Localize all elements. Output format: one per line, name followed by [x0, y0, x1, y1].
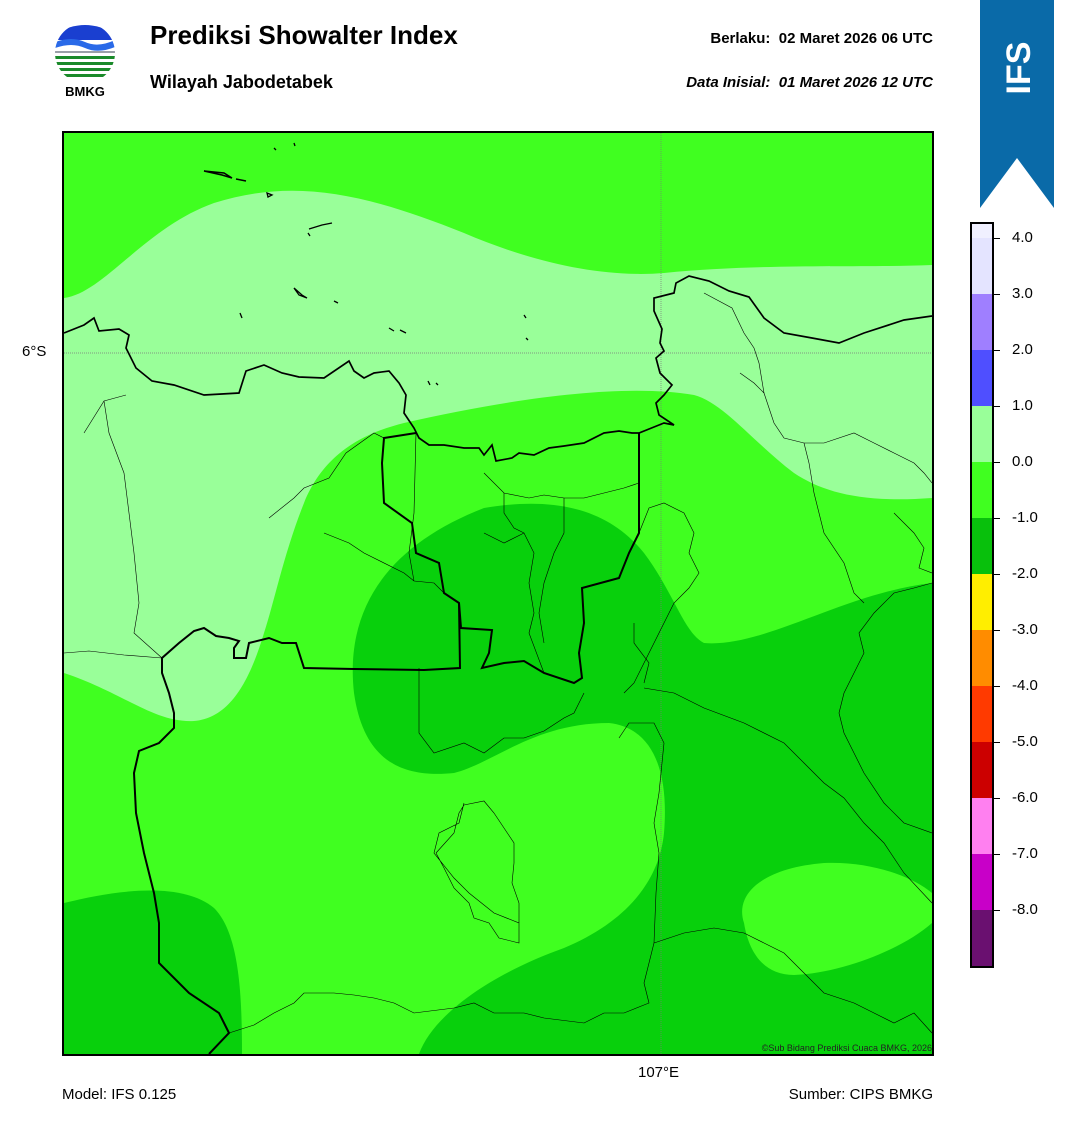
island [203, 170, 247, 182]
region-green-southeast [742, 862, 932, 975]
logo-text: BMKG [65, 84, 105, 99]
colorbar-segment [972, 462, 992, 518]
colorbar-tick [994, 294, 1000, 295]
colorbar-segment [972, 224, 992, 238]
colorbar-label: -2.0 [1012, 565, 1038, 582]
colorbar-tick [994, 518, 1000, 519]
island [239, 312, 527, 334]
colorbar-segment [972, 798, 992, 854]
colorbar-segment [972, 854, 992, 910]
district-border [64, 292, 932, 1034]
colorbar-label: 0.0 [1012, 453, 1033, 470]
colorbar-tick [994, 238, 1000, 239]
colorbar-label: -4.0 [1012, 677, 1038, 694]
lat-tick-label: 6°S [22, 343, 47, 360]
colorbar-segment [972, 686, 992, 742]
map-credit: ©Sub Bidang Prediksi Cuaca BMKG, 2026 [761, 1043, 932, 1053]
colorbar-tick [994, 742, 1000, 743]
region-subtitle: Wilayah Jabodetabek [150, 72, 333, 92]
coastline [64, 275, 932, 462]
init-label: Data Inisial: [686, 74, 771, 91]
page-title: Prediksi Showalter Index [150, 20, 458, 50]
island [307, 222, 333, 237]
colorbar-segment [972, 518, 992, 574]
colorbar-segment [972, 406, 992, 462]
colorbar-segment [972, 350, 992, 406]
colorbar-tick [994, 686, 1000, 687]
island [266, 191, 274, 198]
province-border [132, 602, 462, 1054]
ifs-badge: IFS [980, 0, 1054, 208]
colorbar-tick [994, 574, 1000, 575]
valid-value: 02 Maret 2026 06 UTC [778, 30, 933, 47]
island [427, 337, 529, 386]
forecast-map [62, 131, 934, 1056]
colorbar-label: -3.0 [1012, 621, 1038, 638]
ifs-badge-text: IFS [1000, 42, 1038, 95]
colorbar-segment [972, 238, 992, 294]
colorbar-tick [994, 854, 1000, 855]
init-time: Data Inisial: 01 Maret 2026 12 UTC [686, 74, 933, 91]
colorbar-tick [994, 798, 1000, 799]
colorbar-label: 3.0 [1012, 285, 1033, 302]
colorbar-label: 2.0 [1012, 341, 1033, 358]
colorbar-tick [994, 630, 1000, 631]
region-light-green-north [64, 190, 932, 722]
province-border [380, 432, 640, 685]
colorbar-label: 1.0 [1012, 397, 1033, 414]
colorbar-label: -7.0 [1012, 845, 1038, 862]
colorbar-label: -5.0 [1012, 733, 1038, 750]
colorbar-segment [972, 630, 992, 686]
colorbar-segment [972, 574, 992, 630]
model-label: Model: IFS 0.125 [62, 1086, 177, 1103]
valid-time: Berlaku: 02 Maret 2026 06 UTC [710, 30, 933, 47]
colorbar [970, 222, 1000, 968]
valid-label: Berlaku: [710, 30, 771, 47]
colorbar-tick [994, 910, 1000, 911]
colorbar-tick [994, 406, 1000, 407]
colorbar-segment [972, 910, 992, 966]
bmkg-logo [55, 23, 115, 83]
colorbar-label: -6.0 [1012, 789, 1038, 806]
colorbar-label: -1.0 [1012, 509, 1038, 526]
region-dark-green-southwest [64, 890, 242, 1054]
colorbar-label: -8.0 [1012, 901, 1038, 918]
island [293, 287, 339, 304]
colorbar-segment [972, 294, 992, 350]
colorbar-segment [972, 742, 992, 798]
colorbar-tick [994, 462, 1000, 463]
source-label: Sumber: CIPS BMKG [788, 1086, 933, 1103]
lon-tick-label: 107°E [638, 1064, 680, 1081]
colorbar-label: 4.0 [1012, 229, 1033, 246]
colorbar-tick [994, 350, 1000, 351]
init-value: 01 Maret 2026 12 UTC [778, 74, 933, 91]
island [273, 142, 296, 151]
